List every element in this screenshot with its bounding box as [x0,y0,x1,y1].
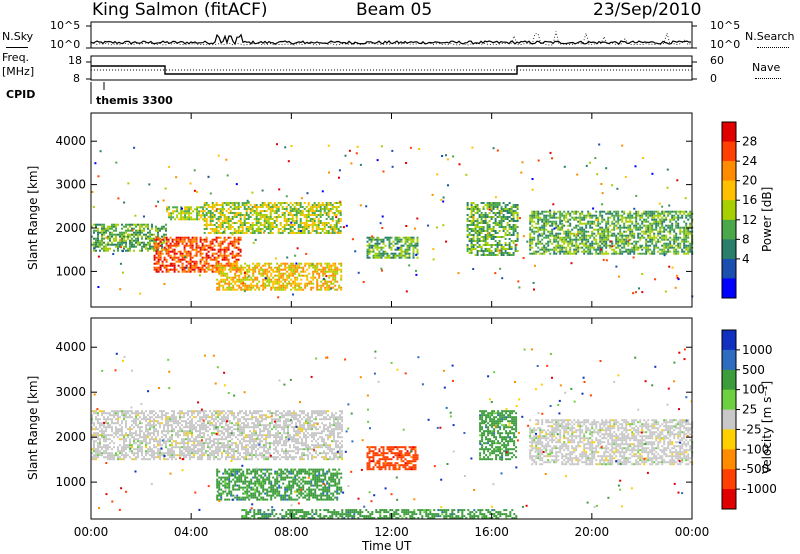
x-tick-label: 12:00 [374,525,409,539]
x-tick-label: 00:00 [74,525,109,539]
colorbar-swatch [722,369,736,391]
nave-legend-line [755,78,781,79]
colorbar-swatch [722,389,736,411]
date-title: 23/Sep/2010 [593,0,702,20]
colorbar-swatch [722,330,736,351]
colorbar-swatch [722,239,736,260]
nsearch-legend-line [757,47,789,48]
y-tick-label: 3000 [55,178,86,192]
nsky-label: N.Sky [2,30,34,43]
echo-region [529,419,694,466]
colorbar-swatch [722,469,736,490]
colorbar-tick-label: 500 [742,363,765,377]
noise-left-tick-bottom: 10^0 [50,38,81,51]
echo-region [216,468,343,501]
x-tick-label: 16:00 [474,525,509,539]
echo-region [216,262,343,291]
freq-unit-label: [MHz] [2,65,35,78]
y-tick-label: 4000 [55,134,86,148]
colorbar-swatch [722,278,736,299]
colorbar-swatch [722,258,736,279]
colorbar-swatch [722,161,736,182]
colorbar-tick-label: 100 [742,383,765,397]
colorbar-frame [721,121,737,299]
echo-region [153,236,242,273]
noise-strip-frame [90,21,693,49]
y-tick-label: 2000 [55,430,86,444]
nsearch-trace [90,31,692,46]
cpid-label: CPID [6,88,36,101]
freq-right-tick-bottom: 0 [710,72,717,85]
colorbar-tick-label: 20 [742,174,757,188]
freq-left-tick-bottom: 8 [73,72,80,85]
echo-region [91,410,343,461]
station-title: King Salmon (fitACF) [92,0,268,20]
colorbar-tick-label: -500 [742,462,769,476]
nsky-legend-line [6,47,28,48]
colorbar-tick-label: 12 [742,213,757,227]
colorbar-tick-label: -1000 [742,482,777,496]
colorbar-swatch [722,141,736,162]
nsearch-label: N.Search [745,30,795,43]
noise-right-tick-bottom: 10^0 [710,38,741,51]
freq-trace [91,65,692,75]
y-tick-label: 3000 [55,385,86,399]
scatter-points [93,348,693,511]
scatter-points [91,143,694,299]
nsky-trace [90,33,692,46]
echo-region [529,210,694,255]
colorbar-swatch [722,409,736,430]
x-tick-label: 00:00 [675,525,710,539]
colorbar-swatch [722,219,736,240]
echo-region [479,410,518,461]
colorbar-frame [721,329,737,510]
nave-label: Nave [752,61,781,74]
colorbar-tick-label: 8 [742,232,750,246]
echo-region [241,509,518,520]
freq-strip-frame [90,55,693,81]
colorbar-swatch [722,449,736,470]
colorbar-swatch [722,349,736,371]
echo-region [366,446,419,471]
x-tick-label: 04:00 [174,525,209,539]
y-tick-label: 2000 [55,221,86,235]
colorbar-tick-label: 1000 [742,343,773,357]
colorbar-swatch [722,489,736,510]
x-tick-label: 20:00 [575,525,610,539]
beam-title: Beam 05 [356,0,433,20]
y-tick-label: 4000 [55,340,86,354]
echo-region [466,202,519,256]
freq-left-tick-top: 18 [68,54,82,67]
colorbar-tick-label: 4 [742,252,750,266]
colorbar-tick-label: 16 [742,193,757,207]
x-tick-label: 08:00 [274,525,309,539]
colorbar-tick-label: 28 [742,135,757,149]
colorbar-swatch [722,200,736,221]
cpid-value: themis 3300 [96,94,173,107]
colorbar-tick-label: -25 [742,422,762,436]
panel-frame [90,317,693,520]
echo-region [366,236,419,259]
colorbar-swatch [722,180,736,201]
colorbar-tick-label: 25 [742,403,757,417]
noise-left-tick-top: 10^5 [50,19,81,32]
colorbar-swatch [722,122,736,143]
colorbar-tick-label: -100 [742,442,769,456]
colorbar-tick-label: 24 [742,154,757,168]
echo-region [166,206,205,221]
noise-right-tick-top: 10^5 [710,19,741,32]
echo-region [203,202,342,234]
freq-label: Freq. [2,51,30,64]
y-tick-label: 1000 [55,475,86,489]
x-axis-title: Time UT [362,539,412,553]
colorbar-swatch [722,429,736,450]
y-tick-label: 1000 [55,264,86,278]
freq-right-tick-top: 60 [710,54,724,67]
